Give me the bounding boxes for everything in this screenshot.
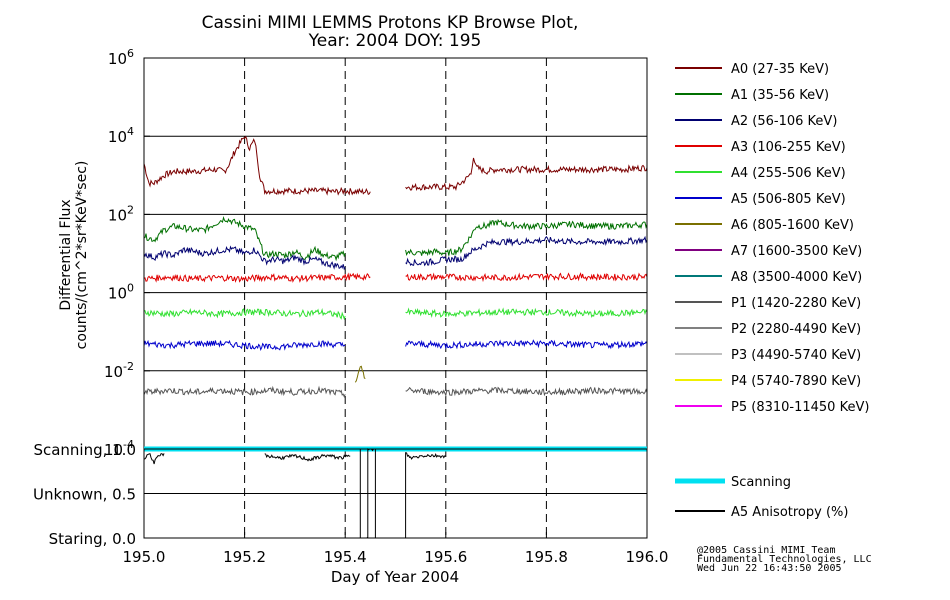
credit-line: Fundamental Technologies, LLC: [697, 554, 872, 565]
series-line-2: [405, 235, 648, 267]
credit-line: @2005 Cassini MIMI Team: [697, 545, 836, 556]
series-line-6: [354, 365, 366, 383]
lower-panel-grid: [144, 449, 647, 538]
y-axis-label-line1: Differential Flux: [58, 199, 74, 310]
legend-label: A4 (255-506 KeV): [731, 166, 846, 181]
y-tick-label: 100: [108, 282, 134, 303]
credit-line: Wed Jun 22 16:43:50 2005: [697, 563, 842, 574]
legend-label: A2 (56-106 KeV): [731, 114, 837, 129]
x-tick-label: 195.8: [525, 548, 568, 566]
y-tick-label: 106: [108, 47, 134, 68]
x-tick-label: 196.0: [626, 548, 669, 566]
y-tick-label: 104: [108, 125, 134, 146]
x-tick-label: 195.0: [123, 548, 166, 566]
legend-label: A0 (27-35 KeV): [731, 62, 829, 77]
lower-tick-label: Unknown, 0.5: [33, 486, 136, 504]
lower-legend: Scanning A5 Anisotropy (%): [675, 475, 848, 520]
series-line-9: [143, 385, 346, 398]
legend-label: A1 (35-56 KeV): [731, 88, 829, 103]
legend-label: P3 (4490-5740 KeV): [731, 348, 861, 363]
y-tick-label: 10-4: [104, 438, 134, 459]
x-tick-label: 195.6: [424, 548, 467, 566]
anisotropy-line: [264, 453, 351, 462]
credit-block: @2005 Cassini MIMI Team Fundamental Tech…: [697, 545, 872, 574]
series-line-2: [143, 245, 346, 271]
legend-label: P1 (1420-2280 KeV): [731, 296, 861, 311]
legend-label: A5 (506-805 KeV): [731, 192, 846, 207]
series-line-4: [405, 307, 648, 318]
legend-label: P5 (8310-11450 KeV): [731, 400, 869, 415]
series-line-1: [143, 216, 346, 262]
legend-label: A3 (106-255 KeV): [731, 140, 846, 155]
lower-tick-label: Scanning, 1.0: [33, 441, 136, 459]
series-line-3: [143, 272, 371, 283]
legend-label: A5 Anisotropy (%): [731, 505, 848, 520]
chart-title-line1: Cassini MIMI LEMMS Protons KP Browse Plo…: [202, 13, 579, 33]
series-line-1: [405, 218, 648, 257]
y-tick-labels: 10-4 10-2 100 102 104 106: [104, 47, 150, 459]
series-line-5: [143, 339, 346, 352]
anisotropy-line: [143, 453, 165, 465]
y-tick-label: 10-2: [104, 360, 134, 381]
series-line-0: [405, 157, 648, 192]
legend-label: Scanning: [731, 475, 791, 490]
upper-panel-series: [143, 135, 648, 398]
y-axis-label-line2: counts/(cm^2*sr*KeV*sec): [74, 161, 90, 350]
legend-label: A8 (3500-4000 KeV): [731, 270, 862, 285]
chart-title-line2: Year: 2004 DOY: 195: [308, 31, 482, 51]
legend-label: A7 (1600-3500 KeV): [731, 244, 862, 259]
lower-tick-labels: Scanning, 1.0 Unknown, 0.5 Staring, 0.0: [33, 441, 136, 548]
series-line-0: [143, 135, 371, 196]
x-axis-label: Day of Year 2004: [331, 568, 459, 586]
x-tick-label: 195.4: [324, 548, 367, 566]
lower-plot-frame: [143, 448, 648, 539]
lower-tick-label: Staring, 0.0: [49, 530, 136, 548]
series-line-9: [405, 386, 648, 397]
y-tick-label: 102: [108, 203, 134, 224]
x-tick-labels: 195.0 195.2 195.4 195.6 195.8 196.0: [123, 532, 669, 566]
series-line-5: [405, 339, 648, 350]
legend-label: P4 (5740-7890 KeV): [731, 374, 861, 389]
series-line-3: [405, 272, 648, 283]
legend-label: P2 (2280-4490 KeV): [731, 322, 861, 337]
legend: A0 (27-35 KeV) A1 (35-56 KeV) A2 (56-106 K…: [675, 62, 869, 415]
legend-label: A6 (805-1600 KeV): [731, 218, 854, 233]
series-line-4: [143, 307, 346, 321]
x-tick-label: 195.2: [223, 548, 266, 566]
y-axis-label: Differential Flux counts/(cm^2*sr*KeV*se…: [58, 161, 90, 350]
anisotropy-line: [405, 452, 446, 538]
